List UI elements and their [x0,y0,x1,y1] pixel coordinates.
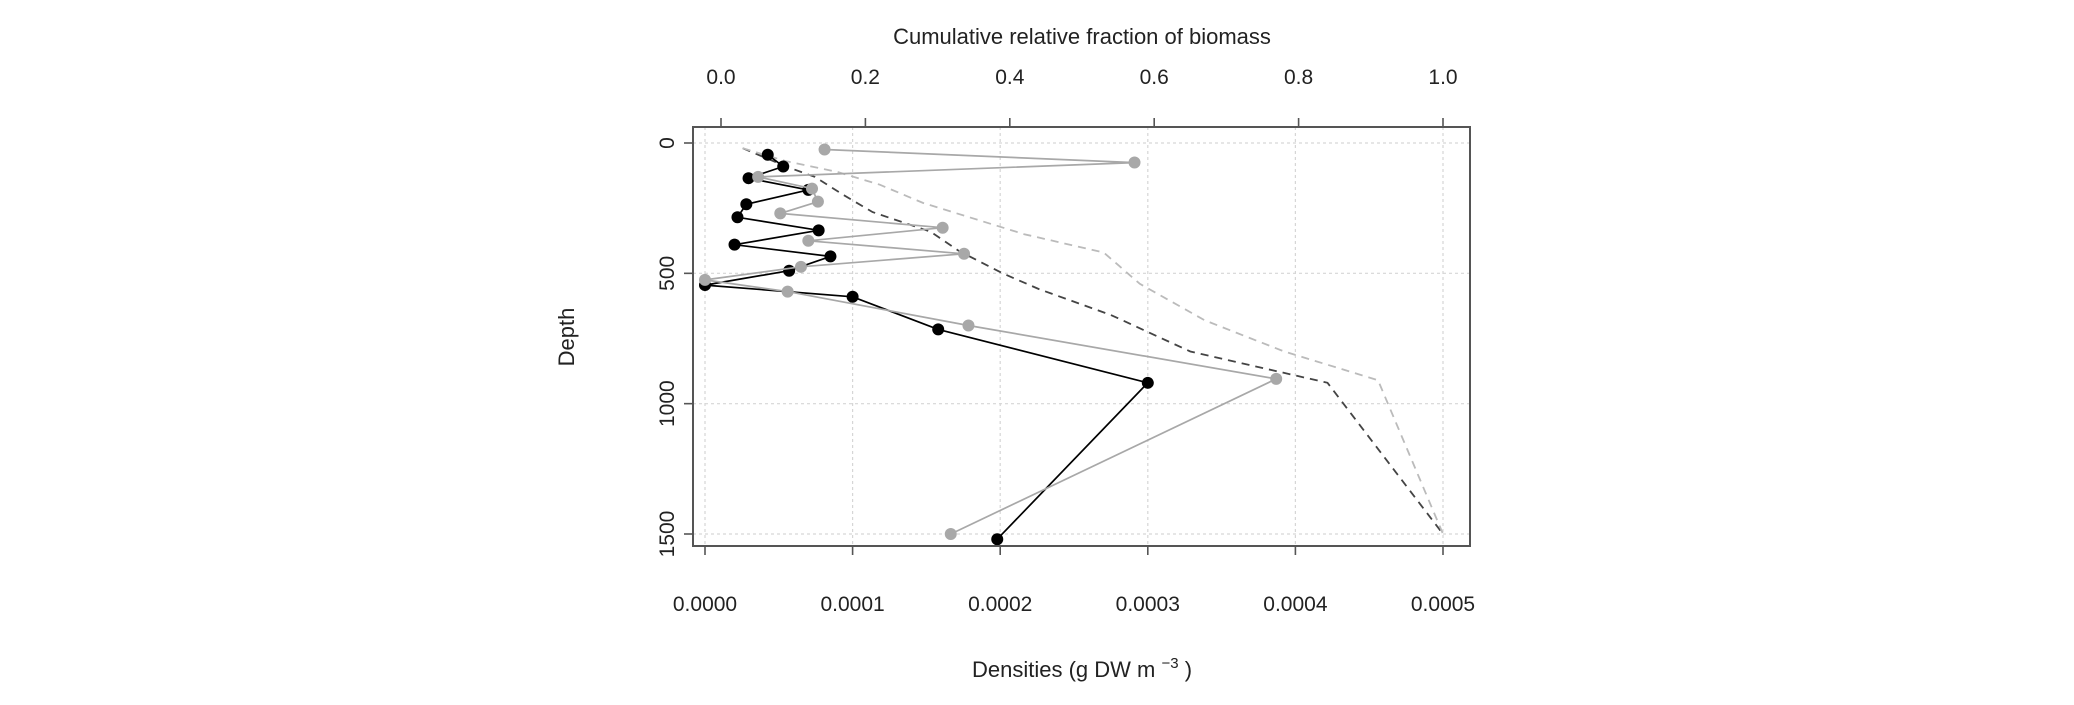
series-1-point-6 [936,221,949,234]
series-0-point-14 [991,533,1004,546]
y-tick-label-3: 1500 [656,511,679,558]
series-0-point-7 [728,238,741,251]
bottom-axis-title: Densities (g DW m −3 ) [972,648,1192,682]
series-0-point-6 [812,224,825,237]
series-1-point-12 [962,319,975,332]
top-tick-label-4: 0.8 [1284,66,1313,89]
series-1-point-8 [958,247,971,260]
bottom-tick-label-2: 0.0002 [968,593,1032,616]
series-0-point-8 [824,250,837,263]
series-1-point-13 [1270,372,1283,385]
series-1-point-9 [794,260,807,273]
bottom-tick-label-5: 0.0005 [1411,593,1475,616]
series-1-point-1 [1128,156,1141,169]
series-0-point-5 [731,211,744,224]
bottom-axis-title-end: ) [1185,657,1192,682]
bottom-axis-title-superscript: −3 [1161,655,1178,672]
bottom-axis-title-main: Densities (g DW m [972,657,1155,682]
series-0-point-2 [742,172,755,185]
top-tick-label-5: 1.0 [1428,66,1457,89]
series-1-point-4 [811,195,824,208]
bottom-tick-label-1: 0.0001 [820,593,884,616]
y-tick-label-2: 1000 [656,380,679,427]
top-tick-label-3: 0.6 [1140,66,1169,89]
bottom-tick-label-0: 0.0000 [673,593,737,616]
top-tick-label-2: 0.4 [995,66,1025,89]
series-1-point-5 [774,207,787,220]
y-axis-title: Depth [554,308,579,367]
series-0-point-11 [846,290,859,303]
series-0-point-12 [932,323,945,336]
series-1-point-10 [699,273,711,286]
series-1-point-14 [944,528,957,540]
plot-frame [692,126,1471,547]
series-3-line [742,147,1444,535]
y-tick-label-1: 500 [656,256,679,291]
series-1-point-11 [781,285,794,298]
series-0-point-1 [777,160,790,173]
top-tick-label-0: 0.0 [706,66,735,89]
series-2-line [742,147,1444,535]
y-tick-label-0: 0 [656,137,679,149]
top-axis-title: Cumulative relative fraction of biomass [893,24,1271,49]
series-0-point-0 [761,148,774,161]
series-1-point-7 [802,234,815,247]
bottom-tick-label-3: 0.0003 [1116,593,1180,616]
series-layer [699,143,1444,546]
axes: 0.0000 0.0001 0.0002 0.0003 0.0004 0.0005 0.0 0… [656,66,1475,616]
series-1-point-0 [818,143,831,156]
series-0-point-9 [783,264,796,277]
top-tick-label-1: 0.2 [851,66,880,89]
series-1-point-3 [806,182,819,195]
series-0-line [704,154,1150,540]
bottom-tick-label-4: 0.0004 [1263,593,1328,616]
series-1-line [704,148,1279,535]
series-0-point-13 [1141,376,1154,389]
grid-lines [693,127,1470,546]
series-0-point-4 [740,198,753,211]
series-1-point-2 [752,170,765,183]
